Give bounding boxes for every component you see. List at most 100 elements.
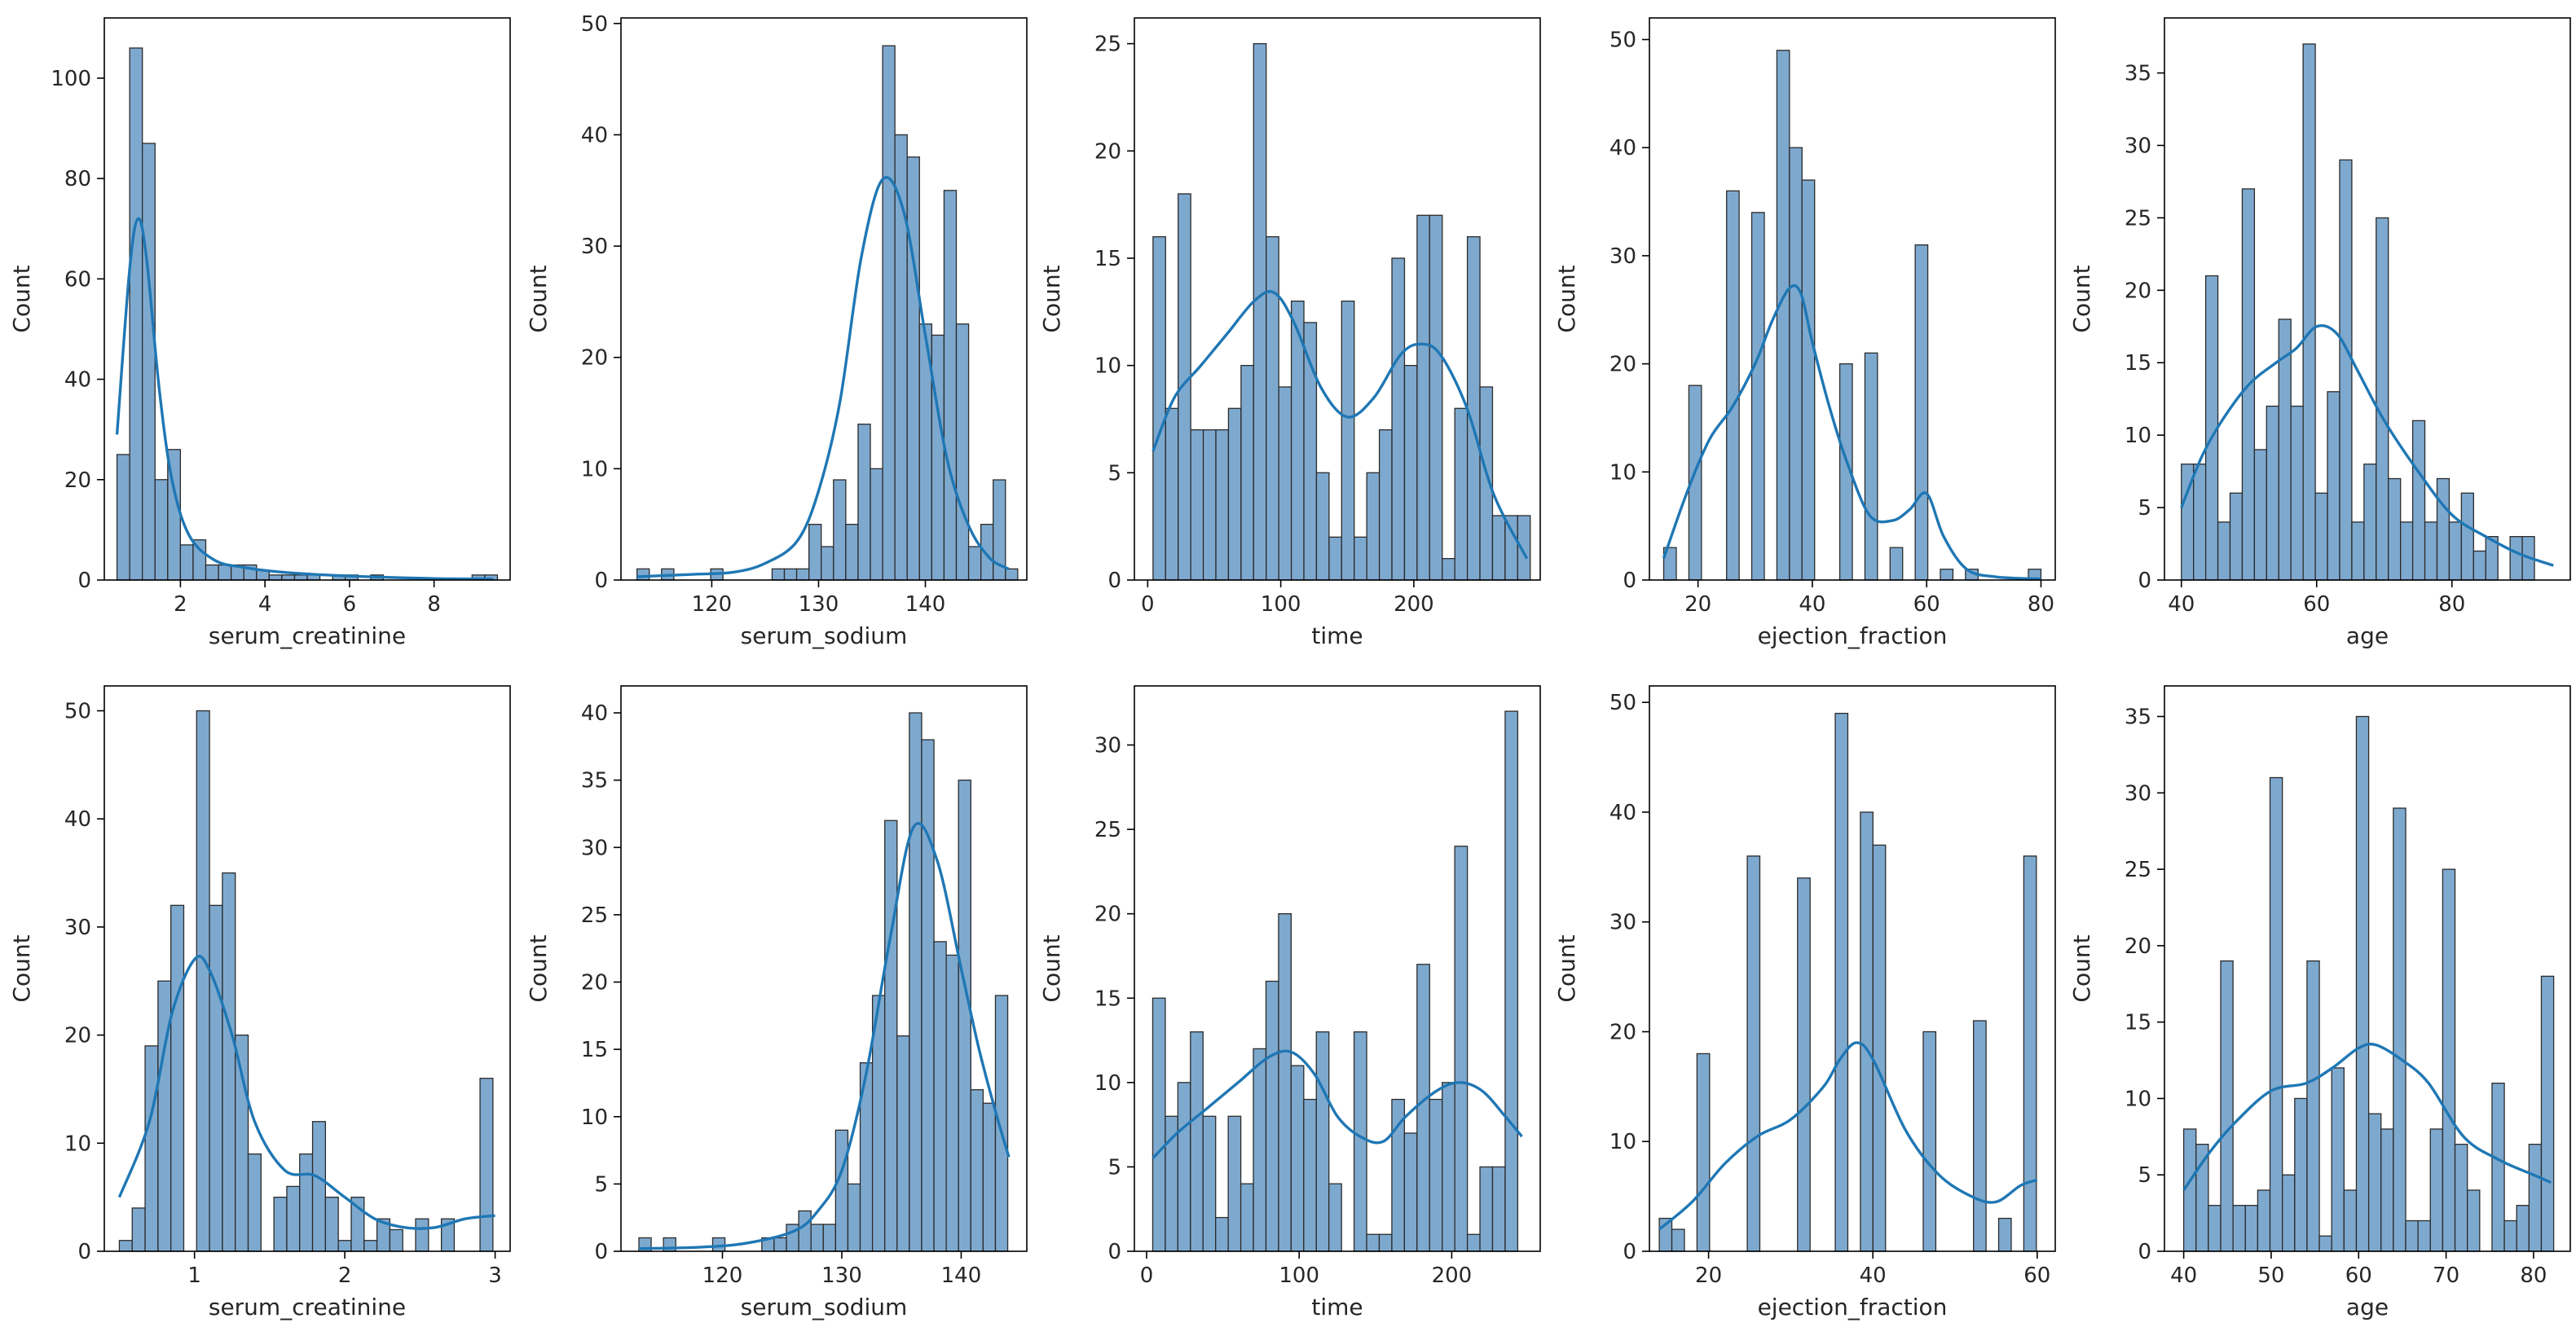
histogram-bar xyxy=(2528,1144,2543,1252)
x-tick-label: 4 xyxy=(258,592,272,617)
x-tick-label: 100 xyxy=(1279,1263,1319,1288)
y-tick-label: 100 xyxy=(51,67,91,91)
histogram-bar xyxy=(933,941,947,1252)
histogram-bar xyxy=(2269,776,2283,1252)
histogram-bar xyxy=(2448,521,2463,581)
y-tick-label: 40 xyxy=(581,123,608,147)
x-tick-label: 140 xyxy=(905,592,946,617)
y-tick-label: 30 xyxy=(581,235,608,259)
histogram-bar xyxy=(1151,997,1166,1252)
kde-curve xyxy=(1151,290,1529,560)
x-axis-label: time xyxy=(1311,622,1363,649)
histogram-bar xyxy=(1366,1233,1380,1252)
y-tick-label: 60 xyxy=(64,267,91,292)
histogram-bar xyxy=(1240,1183,1254,1252)
histogram-bar xyxy=(2436,477,2451,581)
histogram-bar xyxy=(2023,855,2037,1252)
histogram-bar xyxy=(1227,407,1242,581)
x-axis-label: serum_sodium xyxy=(741,622,908,649)
histogram-bar xyxy=(2208,1205,2222,1252)
histogram-bar xyxy=(994,995,1009,1252)
y-tick-label: 0 xyxy=(1623,569,1636,593)
histogram-bar xyxy=(943,190,958,581)
kde-curve xyxy=(1151,1049,1523,1160)
x-tick-label: 80 xyxy=(2438,592,2465,617)
histogram-bar xyxy=(1696,1053,1711,1252)
histogram-bar xyxy=(1190,1031,1204,1252)
kde-curve xyxy=(2182,1042,2552,1191)
histogram-bar xyxy=(1165,407,1179,581)
histogram-bar xyxy=(2193,464,2207,581)
y-tick-label: 0 xyxy=(1623,1240,1636,1264)
histogram-bar xyxy=(1491,515,1506,581)
histogram-bar xyxy=(118,1240,133,1252)
histogram-bar xyxy=(2302,43,2316,581)
y-tick-label: 15 xyxy=(1094,247,1121,271)
histogram-bar xyxy=(845,524,859,581)
histogram-bar xyxy=(982,1102,997,1252)
x-tick-label: 1 xyxy=(187,1263,201,1288)
x-tick-label: 80 xyxy=(2028,592,2054,617)
histogram-bar xyxy=(2380,1128,2394,1252)
histogram-bar xyxy=(1240,364,1254,581)
y-tick-label: 35 xyxy=(2125,62,2151,86)
histogram-bar xyxy=(1442,558,1455,581)
histogram-bar xyxy=(870,468,883,581)
histogram-bar xyxy=(1940,569,1954,581)
y-tick-label: 10 xyxy=(64,1132,91,1156)
histogram-bar xyxy=(771,568,786,581)
y-axis-label: Count xyxy=(525,265,552,332)
y-tick-label: 0 xyxy=(594,569,608,593)
y-tick-label: 30 xyxy=(64,916,91,940)
histogram-bar xyxy=(1997,1217,2012,1252)
y-tick-label: 20 xyxy=(2125,934,2151,959)
histogram-bar xyxy=(1504,515,1518,581)
y-tick-label: 10 xyxy=(2125,424,2151,448)
x-axis-label: serum_sodium xyxy=(741,1294,908,1321)
y-axis-label: Count xyxy=(525,934,552,1002)
histogram-bar xyxy=(847,1183,861,1252)
histogram-bar xyxy=(154,479,169,581)
y-tick-label: 15 xyxy=(2125,351,2151,376)
y-tick-label: 40 xyxy=(64,368,91,393)
x-axis-label: ejection_fraction xyxy=(1758,622,1948,649)
kde-curve xyxy=(638,822,1011,1250)
x-tick-label: 20 xyxy=(1695,1263,1722,1288)
y-tick-label: 5 xyxy=(594,1172,608,1197)
x-axis-label: age xyxy=(2346,622,2389,649)
y-tick-label: 0 xyxy=(1107,1240,1121,1264)
histogram-bar xyxy=(273,1197,288,1252)
histogram-bar xyxy=(1303,1098,1317,1252)
histogram-bar xyxy=(1801,179,1816,581)
histogram-bar xyxy=(281,574,296,581)
histogram-bar xyxy=(2388,477,2402,581)
y-axis-label: Count xyxy=(1038,934,1065,1002)
histogram-bar xyxy=(2411,420,2426,581)
histogram-bar xyxy=(882,45,896,581)
y-axis-label: Count xyxy=(1553,934,1580,1002)
histogram-bar xyxy=(906,156,920,581)
x-tick-label: 130 xyxy=(799,592,839,617)
histogram-bar xyxy=(363,1240,378,1252)
histogram-bar xyxy=(415,1218,429,1252)
histogram-bar xyxy=(967,546,982,581)
chart-panel-5: 40 60 80 0 5 10 15 20 25 30 35 age Count xyxy=(2068,17,2571,649)
kde-curve xyxy=(2180,323,2554,567)
histogram-bar xyxy=(1914,244,1929,581)
histogram-bar xyxy=(1278,386,1292,581)
histogram-bar xyxy=(2509,536,2523,581)
histogram-bar xyxy=(1328,1183,1342,1252)
histogram-bar xyxy=(2467,1189,2481,1252)
histogram-bar xyxy=(1215,1216,1229,1252)
histogram-bar xyxy=(2331,1067,2345,1252)
histogram-bar xyxy=(2400,521,2414,581)
y-tick-label: 25 xyxy=(1094,33,1121,57)
y-tick-label: 20 xyxy=(1609,1020,1636,1044)
histogram-bar xyxy=(1922,1031,1937,1252)
histogram-bar xyxy=(209,904,223,1252)
histogram-bar xyxy=(1973,1020,1987,1252)
y-tick-label: 0 xyxy=(2138,569,2151,593)
histogram-bar xyxy=(958,780,971,1252)
histogram-bar xyxy=(2442,868,2456,1252)
